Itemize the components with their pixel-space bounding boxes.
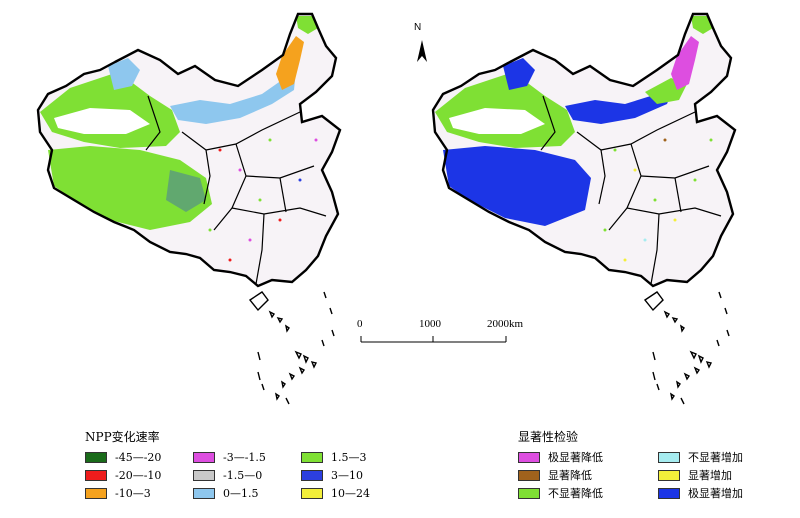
region-northeast-green-2 bbox=[691, 16, 713, 34]
legend-swatch bbox=[85, 469, 107, 481]
region-tibet-green bbox=[48, 146, 212, 230]
legend-label: 10—24 bbox=[331, 486, 370, 500]
region-hulunbuir-magenta bbox=[671, 36, 699, 90]
legend-label: 极显著降低 bbox=[548, 451, 603, 464]
speckle-left bbox=[208, 138, 318, 262]
legend-sig-title: 显著性检验 bbox=[518, 430, 579, 444]
legend-sig-item: 显著降低 bbox=[518, 468, 592, 482]
legend-swatch bbox=[518, 487, 540, 499]
legend-npp-item: 10—24 bbox=[301, 486, 370, 500]
legend-swatch bbox=[193, 451, 215, 463]
speckle-right bbox=[603, 138, 713, 262]
legend-label: -10—3 bbox=[115, 486, 151, 500]
legend-npp-item: 3—10 bbox=[301, 468, 363, 482]
legend-swatch bbox=[518, 451, 540, 463]
legend-swatch bbox=[658, 451, 680, 463]
legend-npp-item: -45—-20 bbox=[85, 450, 161, 464]
legend-label: -20—-10 bbox=[115, 468, 162, 482]
legend-npp-item: -10—3 bbox=[85, 486, 151, 500]
legend-npp-item: -1.5—0 bbox=[193, 468, 262, 482]
scale-tick-2000: 2000km bbox=[487, 318, 524, 330]
legend-swatch bbox=[658, 487, 680, 499]
legend-label: 3—10 bbox=[331, 468, 363, 482]
region-tarim-blank-2 bbox=[449, 108, 545, 134]
legend-label: 显著降低 bbox=[548, 469, 592, 482]
legend-npp-item: 1.5—3 bbox=[301, 450, 367, 464]
map-significance-test bbox=[431, 12, 737, 405]
legend-sig-item: 不显著降低 bbox=[518, 486, 603, 500]
legend-swatch bbox=[301, 487, 323, 499]
region-northeast-green bbox=[296, 16, 318, 34]
map-npp-change-rate bbox=[36, 12, 342, 405]
legend-npp-title: NPP变化速率 bbox=[85, 430, 160, 444]
legend-label: 不显著降低 bbox=[548, 487, 603, 500]
legend-sig-item: 极显著增加 bbox=[658, 486, 743, 500]
north-arrow-icon bbox=[417, 40, 427, 62]
region-tibet-darkblue bbox=[443, 146, 591, 226]
legend-swatch bbox=[301, 469, 323, 481]
legend-swatch bbox=[193, 469, 215, 481]
region-hulunbuir-orange bbox=[276, 36, 304, 90]
region-tarim-blank bbox=[54, 108, 150, 134]
legend-label: -3—-1.5 bbox=[223, 450, 266, 464]
legend-significance: 显著性检验 极显著降低显著降低不显著降低 不显著增加显著增加极显著增加 bbox=[518, 428, 788, 508]
legend-swatch bbox=[301, 451, 323, 463]
legend-sig-item: 极显著降低 bbox=[518, 450, 603, 464]
legend-npp-item: -3—-1.5 bbox=[193, 450, 266, 464]
legend-swatch bbox=[518, 469, 540, 481]
legend-label: -1.5—0 bbox=[223, 468, 263, 482]
scale-bar: 0 1000 2000km bbox=[355, 318, 523, 348]
legend-npp-item: 0—1.5 bbox=[193, 486, 259, 500]
legend-swatch bbox=[193, 487, 215, 499]
legend-label: -45—-20 bbox=[115, 450, 162, 464]
north-label: N bbox=[414, 22, 422, 33]
region-mongolia-darkblue bbox=[565, 80, 677, 124]
legend-label: 不显著增加 bbox=[688, 451, 743, 464]
legend-npp: NPP变化速率 -45—-20 -20—-10 -10—3 -3—-1.5 -1.5—0… bbox=[85, 428, 415, 508]
legend-swatch bbox=[85, 451, 107, 463]
legend-label: 1.5—3 bbox=[331, 450, 367, 464]
legend-swatch bbox=[85, 487, 107, 499]
maps-canvas bbox=[36, 12, 737, 405]
legend-swatch bbox=[658, 469, 680, 481]
region-tibet-blue bbox=[166, 170, 206, 212]
legend-sig-item: 显著增加 bbox=[658, 468, 732, 482]
scale-tick-1000: 1000 bbox=[419, 318, 441, 330]
region-altai-darkblue bbox=[503, 58, 535, 90]
legend-sig-item: 不显著增加 bbox=[658, 450, 743, 464]
region-altai-blue bbox=[108, 58, 140, 90]
legend-label: 显著增加 bbox=[688, 469, 732, 482]
scale-tick-0: 0 bbox=[357, 318, 363, 330]
legend-npp-item: -20—-10 bbox=[85, 468, 161, 482]
legend-label: 0—1.5 bbox=[223, 486, 259, 500]
legend-label: 极显著增加 bbox=[688, 487, 743, 500]
region-mongolia-blue bbox=[170, 70, 296, 124]
scale-bar-line bbox=[360, 336, 507, 343]
